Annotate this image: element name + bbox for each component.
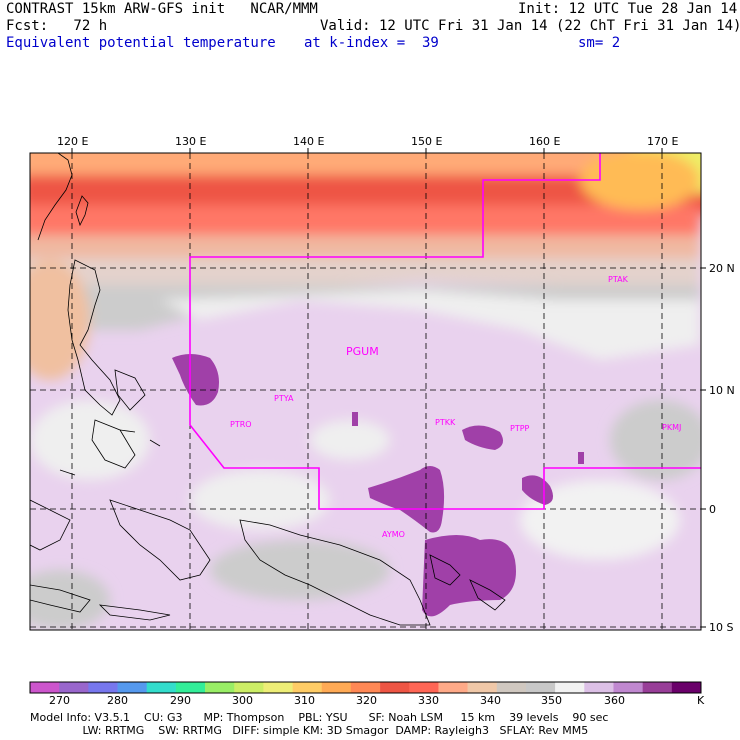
colorbar-swatch	[409, 682, 439, 693]
colorbar-frame	[29, 681, 702, 694]
smoothing: sm= 2	[578, 35, 621, 51]
init-time: Init: 12 UTC Tue 28 Jan 14	[518, 1, 738, 17]
station-label: AYMO	[382, 530, 405, 539]
station-label: PKMJ	[662, 423, 681, 432]
colorbar-swatch	[117, 682, 147, 693]
colorbar-swatch	[350, 682, 381, 693]
colorbar-swatch	[292, 682, 323, 693]
colorbar-swatch	[525, 682, 556, 693]
colorbar-swatch	[671, 682, 702, 693]
station-label: PTAK	[608, 275, 629, 284]
station-label: PTYA	[274, 394, 294, 403]
colorbar-swatch	[321, 682, 352, 693]
colorbar-swatch	[205, 682, 235, 693]
region-boundary	[189, 153, 701, 510]
colorbar-swatch	[263, 682, 293, 693]
colorbar-label: 320	[356, 694, 377, 707]
colorbar-swatch	[30, 682, 60, 693]
lat-label-10n: 10 N	[709, 384, 735, 397]
field-name: Equivalent potential temperature	[6, 35, 276, 51]
model-title: CONTRAST 15km ARW-GFS init NCAR/MMM	[6, 1, 318, 17]
colorbar-swatch	[380, 682, 410, 693]
station-label: PTPP	[510, 424, 530, 433]
colorbar-swatch	[234, 682, 264, 693]
colorbar-swatch	[467, 682, 498, 693]
lon-label-140: 140 E	[293, 135, 324, 148]
lon-label-170: 170 E	[647, 135, 678, 148]
lon-label-120: 120 E	[57, 135, 88, 148]
colorbar-label: 290	[170, 694, 191, 707]
colorbar-unit: K	[697, 694, 705, 707]
lat-label-20n: 20 N	[709, 262, 735, 275]
colorbar-label: 310	[294, 694, 315, 707]
level-index: at k-index = 39	[304, 35, 439, 51]
colorbar-swatch	[642, 682, 673, 693]
lon-label-160: 160 E	[529, 135, 560, 148]
lon-label-130: 130 E	[175, 135, 206, 148]
colorbar-swatch	[88, 682, 118, 693]
colorbar-swatch	[146, 682, 177, 693]
colorbar-label: 270	[49, 694, 70, 707]
lat-label-0: 0	[709, 503, 716, 516]
valid-time: Valid: 12 UTC Fri 31 Jan 14 (22 ChT Fri …	[320, 18, 740, 34]
colorbar-label: 350	[541, 694, 562, 707]
colorbar-swatch	[175, 682, 206, 693]
colorbar-swatch	[613, 682, 643, 693]
lat-label-10s: 10 S	[709, 621, 733, 634]
map-frame	[29, 152, 702, 631]
colorbar-swatch	[496, 682, 527, 693]
colorbar-swatch	[438, 682, 468, 693]
station-label: PGUM	[346, 345, 379, 358]
colorbar-label: 340	[480, 694, 501, 707]
coastlines	[30, 153, 506, 626]
colorbar-swatch	[584, 682, 614, 693]
station-label: PTRO	[230, 420, 252, 429]
forecast-hour: Fcst: 72 h	[6, 18, 108, 34]
colorbar-label: 330	[418, 694, 439, 707]
theta-e-field	[30, 153, 701, 630]
colorbar-swatch	[555, 682, 585, 693]
station-label: PTKK	[435, 418, 456, 427]
colorbar	[29, 681, 702, 694]
colorbar-label: 300	[232, 694, 253, 707]
lon-label-150: 150 E	[411, 135, 442, 148]
model-info-line2: LW: RRTMG SW: RRTMG DIFF: simple KM: 3D …	[30, 724, 589, 737]
colorbar-label: 280	[107, 694, 128, 707]
colorbar-swatch	[59, 682, 89, 693]
model-info-line1: Model Info: V3.5.1 CU: G3 MP: Thompson P…	[30, 711, 609, 724]
colorbar-label: 360	[604, 694, 625, 707]
